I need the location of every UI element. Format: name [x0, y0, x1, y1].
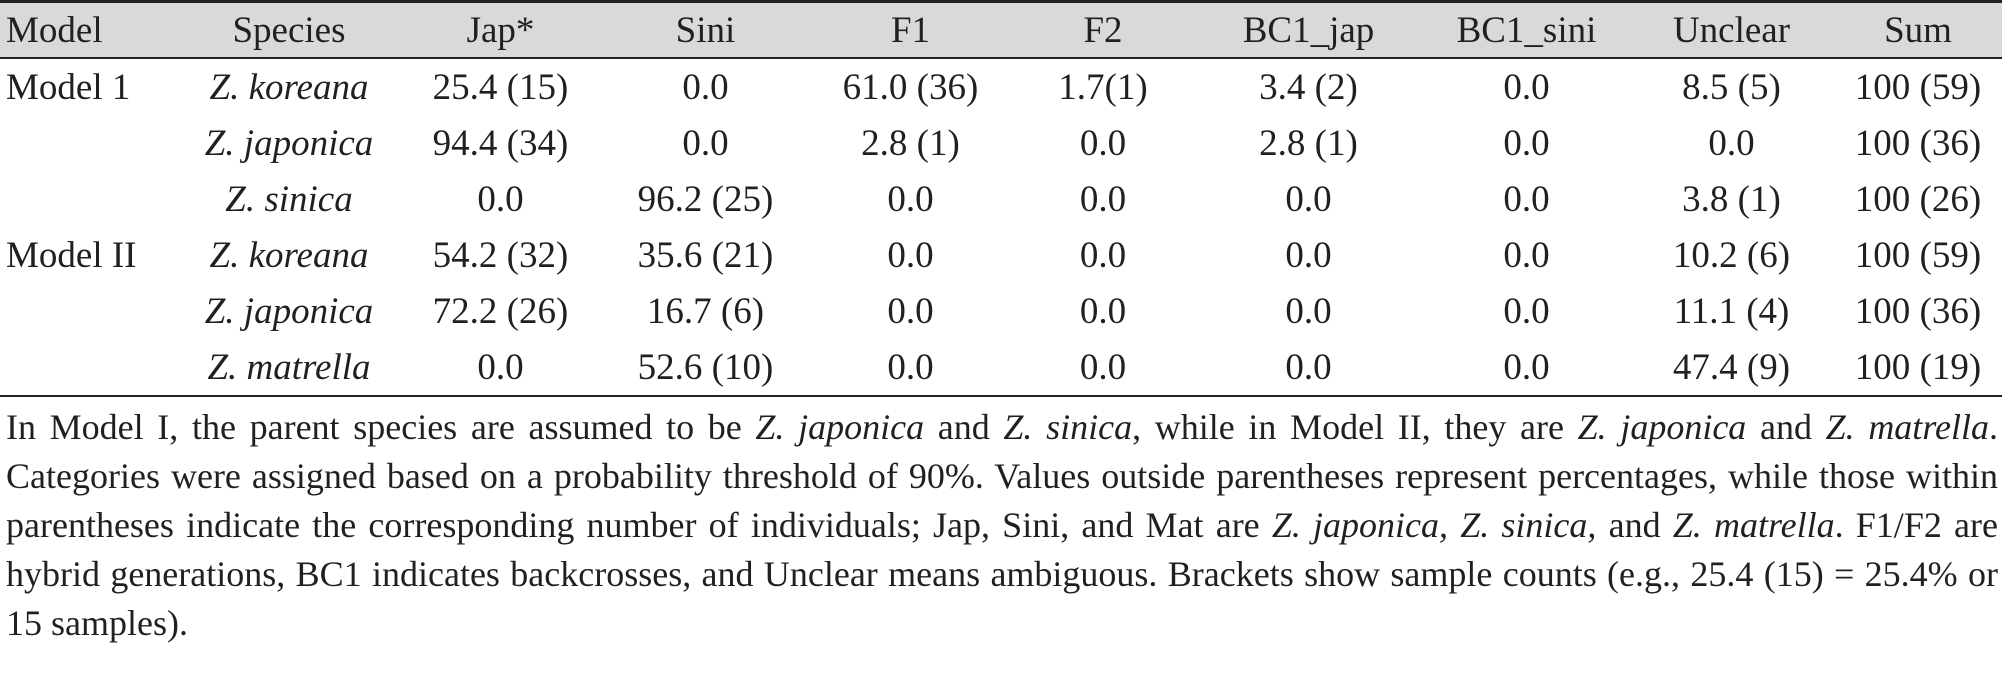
- table-body: Model 1 Z. koreana 25.4 (15) 0.0 61.0 (36) 1.…: [0, 58, 2002, 396]
- note-text: . F1/F2 are hybrid generations, BC1 indi…: [6, 505, 1998, 643]
- results-table: Model Species Jap* Sini F1 F2 BC1_jap BC1_sini U…: [0, 1, 2002, 396]
- column-header: Sum: [1884, 9, 1952, 51]
- note-text: . Categories were assigned based on a pr…: [6, 407, 1998, 545]
- value-cell: 0.0: [1285, 290, 1332, 332]
- value-cell: 0.0: [477, 346, 524, 388]
- empty-cell: [0, 115, 180, 171]
- empty-cell: [0, 339, 180, 396]
- column-header: Sini: [675, 9, 736, 51]
- species-cell: Z. koreana: [209, 66, 369, 108]
- table-note: In Model I, the parent species are assum…: [0, 403, 2002, 648]
- table-row: Model II Z. koreana 54.2 (32) 35.6 (21) 0.0 0…: [0, 227, 2002, 283]
- italic-text: Z. japonica: [755, 407, 925, 447]
- value-cell: 100 (19): [1854, 346, 1982, 388]
- column-header: F2: [1083, 9, 1123, 51]
- value-cell: 94.4 (34): [432, 122, 569, 164]
- value-cell: 72.2 (26): [432, 290, 569, 332]
- value-cell: 0.0: [1503, 178, 1550, 220]
- note-text: In Model I, the parent species are assum…: [6, 407, 756, 447]
- value-cell: 2.8 (1): [861, 122, 960, 164]
- value-cell: 96.2 (25): [637, 178, 774, 220]
- value-cell: 11.1 (4): [1673, 290, 1790, 332]
- value-cell: 0.0: [477, 178, 524, 220]
- value-cell: 0.0: [887, 178, 934, 220]
- model-cell: Model II: [6, 234, 137, 276]
- value-cell: 0.0: [887, 346, 934, 388]
- table-row: Z. japonica 94.4 (34) 0.0 2.8 (1) 0.0 2.8 (1)…: [0, 115, 2002, 171]
- note-text: and: [924, 407, 1004, 447]
- value-cell: 0.0: [1285, 178, 1332, 220]
- model-cell: Model 1: [6, 66, 131, 108]
- italic-text: Z. matrella: [1825, 407, 1989, 447]
- value-cell: 0.0: [1503, 234, 1550, 276]
- empty-cell: [0, 171, 180, 227]
- note-text: and: [1746, 407, 1826, 447]
- value-cell: 3.8 (1): [1682, 178, 1781, 220]
- species-cell: Z. japonica: [204, 122, 374, 164]
- value-cell: 25.4 (15): [432, 66, 569, 108]
- value-cell: 0.0: [1503, 346, 1550, 388]
- column-header: Model: [6, 9, 103, 51]
- value-cell: 3.4 (2): [1259, 66, 1358, 108]
- column-header: F1: [890, 9, 931, 51]
- italic-text: Z. matrella: [1672, 505, 1835, 545]
- species-cell: Z. sinica: [225, 178, 353, 220]
- italic-text: Z. japonica, Z. sinica,: [1271, 505, 1597, 545]
- value-cell: 8.5 (5): [1682, 66, 1781, 108]
- value-cell: 0.0: [1285, 234, 1332, 276]
- value-cell: 2.8 (1): [1259, 122, 1358, 164]
- value-cell: 0.0: [887, 234, 934, 276]
- value-cell: 0.0: [887, 290, 934, 332]
- value-cell: 100 (36): [1854, 290, 1982, 332]
- value-cell: 0.0: [1079, 122, 1127, 164]
- species-cell: Z. matrella: [207, 346, 371, 388]
- value-cell: 100 (26): [1854, 178, 1982, 220]
- note-text: and: [1596, 505, 1673, 545]
- value-cell: 0.0: [1079, 178, 1127, 220]
- value-cell: 0.0: [682, 66, 729, 108]
- value-cell: 0.0: [1503, 290, 1550, 332]
- header-row: Model Species Jap* Sini F1 F2 BC1_jap BC1_sini U…: [0, 1, 2002, 58]
- value-cell: 0.0: [1503, 66, 1550, 108]
- value-cell: 0.0: [1708, 122, 1755, 164]
- table-row: Z. sinica 0.0 96.2 (25) 0.0 0.0 0.0 0.0 3.8 (1)…: [0, 171, 2002, 227]
- species-cell: Z. koreana: [209, 234, 369, 276]
- column-header: Species: [232, 9, 346, 51]
- value-cell: 35.6 (21): [637, 234, 774, 276]
- column-header: Jap*: [466, 9, 535, 51]
- table-row: Z. matrella 0.0 52.6 (10) 0.0 0.0 0.0 0.0 47.4 …: [0, 339, 2002, 396]
- value-cell: 100 (59): [1854, 66, 1982, 108]
- value-cell: 0.0: [682, 122, 729, 164]
- empty-cell: [0, 283, 180, 339]
- value-cell: 0.0: [1503, 122, 1550, 164]
- value-cell: 61.0 (36): [842, 66, 979, 108]
- species-cell: Z. japonica: [204, 290, 374, 332]
- table-row: Model 1 Z. koreana 25.4 (15) 0.0 61.0 (36) 1.…: [0, 58, 2002, 115]
- value-cell: 100 (59): [1854, 234, 1982, 276]
- value-cell: 47.4 (9): [1672, 346, 1791, 388]
- note-text: , while in Model II, they are: [1132, 407, 1578, 447]
- value-cell: 52.6 (10): [637, 346, 774, 388]
- value-cell: 1.7(1): [1058, 66, 1148, 108]
- value-cell: 54.2 (32): [432, 234, 569, 276]
- column-header: BC1_sini: [1456, 9, 1597, 51]
- value-cell: 0.0: [1285, 346, 1332, 388]
- column-header: Unclear: [1672, 9, 1791, 51]
- column-header: BC1_jap: [1242, 9, 1375, 51]
- value-cell: 100 (36): [1854, 122, 1982, 164]
- italic-text: Z. japonica: [1577, 407, 1747, 447]
- table-row: Z. japonica 72.2 (26) 16.7 (6) 0.0 0.0 0.0 0.0…: [0, 283, 2002, 339]
- value-cell: 0.0: [1079, 346, 1127, 388]
- value-cell: 16.7 (6): [646, 290, 765, 332]
- value-cell: 10.2 (6): [1672, 234, 1791, 276]
- value-cell: 0.0: [1079, 290, 1127, 332]
- italic-text: Z. sinica: [1003, 407, 1133, 447]
- value-cell: 0.0: [1079, 234, 1127, 276]
